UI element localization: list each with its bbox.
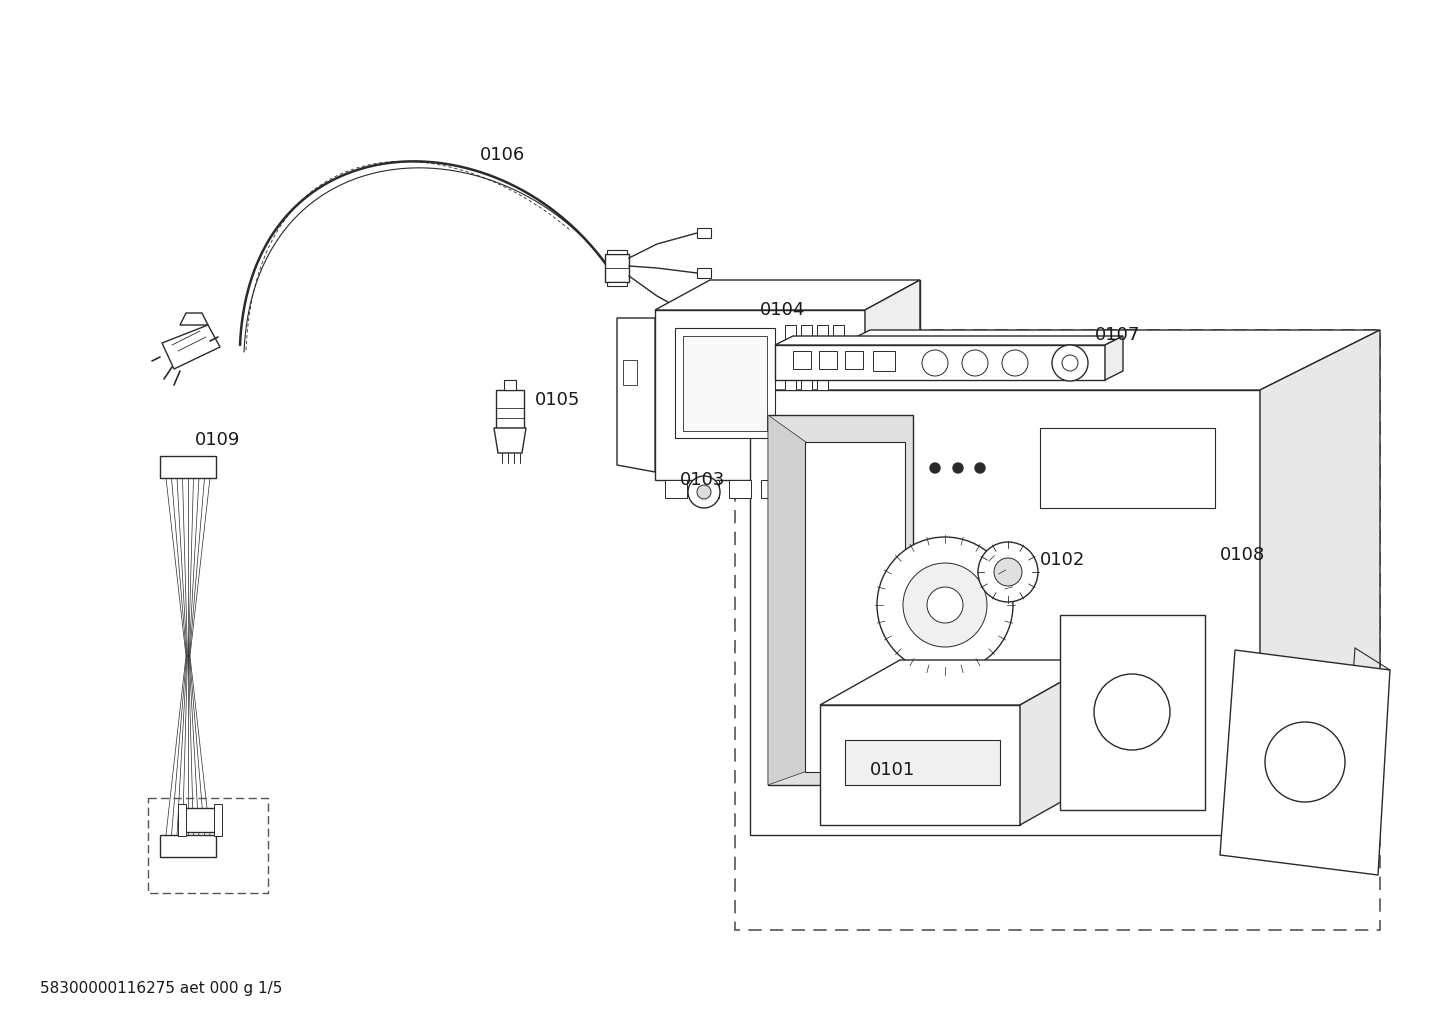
- Polygon shape: [213, 804, 222, 836]
- Polygon shape: [496, 390, 523, 428]
- Text: 0107: 0107: [1094, 326, 1141, 344]
- Bar: [1040, 428, 1216, 508]
- Circle shape: [930, 463, 940, 473]
- Circle shape: [877, 537, 1012, 673]
- Bar: [160, 455, 216, 478]
- Circle shape: [1053, 345, 1089, 381]
- Polygon shape: [820, 660, 1100, 705]
- Bar: [818, 325, 828, 355]
- Polygon shape: [606, 254, 629, 282]
- Bar: [149, 798, 268, 893]
- Polygon shape: [865, 280, 920, 480]
- Circle shape: [962, 350, 988, 376]
- Text: 58300000116275 aet 000 g 1/5: 58300000116275 aet 000 g 1/5: [40, 980, 283, 996]
- Bar: [872, 351, 895, 371]
- Bar: [784, 365, 796, 390]
- Bar: [793, 351, 810, 369]
- Text: 0104: 0104: [760, 301, 806, 319]
- Polygon shape: [495, 428, 526, 453]
- Bar: [845, 351, 862, 369]
- Polygon shape: [655, 280, 920, 310]
- Bar: [819, 351, 836, 369]
- Polygon shape: [505, 380, 516, 390]
- Bar: [696, 480, 720, 498]
- Circle shape: [975, 463, 985, 473]
- Circle shape: [1002, 350, 1028, 376]
- Bar: [784, 325, 796, 355]
- Circle shape: [1265, 722, 1345, 802]
- Text: 0109: 0109: [195, 431, 241, 449]
- Text: 0101: 0101: [870, 761, 916, 779]
- Bar: [761, 480, 783, 498]
- Polygon shape: [774, 345, 1105, 380]
- Polygon shape: [1105, 336, 1123, 380]
- Polygon shape: [617, 318, 655, 472]
- Circle shape: [903, 564, 986, 647]
- Text: 0102: 0102: [1040, 551, 1086, 569]
- Circle shape: [978, 542, 1038, 602]
- Bar: [623, 360, 637, 385]
- Bar: [730, 480, 751, 498]
- Polygon shape: [655, 310, 865, 480]
- Polygon shape: [1260, 330, 1380, 835]
- Circle shape: [1094, 674, 1169, 750]
- Polygon shape: [1060, 615, 1206, 810]
- Text: 0108: 0108: [1220, 546, 1265, 564]
- Bar: [833, 325, 844, 355]
- Bar: [845, 740, 999, 785]
- Bar: [818, 365, 828, 390]
- Bar: [675, 328, 774, 438]
- Polygon shape: [180, 313, 208, 325]
- Polygon shape: [607, 282, 627, 286]
- Bar: [800, 365, 812, 390]
- Text: 0103: 0103: [681, 471, 725, 489]
- Text: 0105: 0105: [535, 391, 580, 409]
- Polygon shape: [820, 705, 1019, 825]
- Polygon shape: [750, 330, 1380, 390]
- Circle shape: [953, 463, 963, 473]
- Circle shape: [921, 350, 947, 376]
- Bar: [160, 835, 216, 857]
- Circle shape: [696, 485, 711, 499]
- Bar: [696, 228, 711, 238]
- Bar: [793, 480, 815, 498]
- Polygon shape: [774, 336, 1123, 345]
- Polygon shape: [162, 325, 221, 369]
- Bar: [805, 442, 906, 772]
- Polygon shape: [1220, 650, 1390, 875]
- Text: 0106: 0106: [480, 146, 525, 164]
- Bar: [800, 325, 812, 355]
- Polygon shape: [1019, 660, 1100, 825]
- Bar: [825, 480, 846, 498]
- Bar: [696, 268, 711, 278]
- Circle shape: [994, 558, 1022, 586]
- Bar: [735, 330, 1380, 930]
- Bar: [684, 336, 767, 431]
- Polygon shape: [182, 808, 218, 832]
- Bar: [696, 313, 711, 323]
- Circle shape: [927, 587, 963, 623]
- Circle shape: [1061, 355, 1079, 371]
- Circle shape: [688, 476, 720, 508]
- Bar: [769, 415, 913, 785]
- Polygon shape: [177, 804, 186, 836]
- Bar: [665, 480, 686, 498]
- Polygon shape: [750, 390, 1260, 835]
- Polygon shape: [607, 250, 627, 254]
- Polygon shape: [769, 415, 810, 785]
